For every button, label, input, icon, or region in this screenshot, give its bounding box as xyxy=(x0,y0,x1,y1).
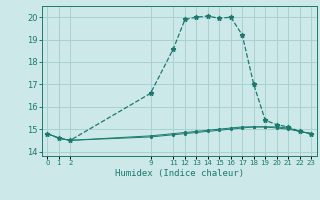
X-axis label: Humidex (Indice chaleur): Humidex (Indice chaleur) xyxy=(115,169,244,178)
